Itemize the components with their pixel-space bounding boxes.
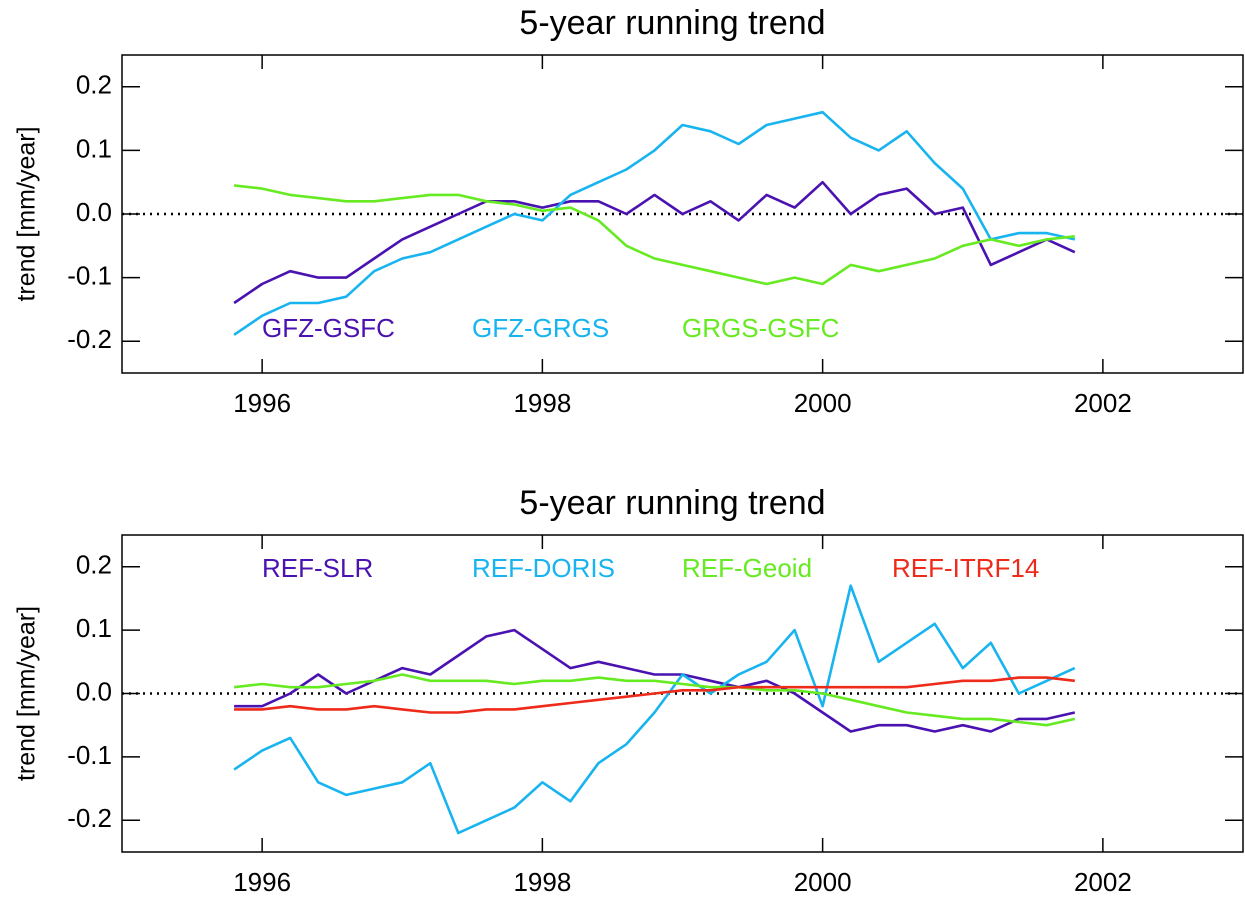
y-tick-label: 0.2 xyxy=(76,550,112,580)
y-tick-label: 0.2 xyxy=(76,70,112,100)
legend-label: REF-SLR xyxy=(262,553,373,583)
legend-label: GRGS-GSFC xyxy=(682,313,839,343)
data-line xyxy=(233,110,1076,336)
legend-label: REF-ITRF14 xyxy=(892,553,1039,583)
x-tick-label: 2002 xyxy=(1074,388,1132,418)
y-tick-label: 0.1 xyxy=(76,613,112,643)
y-tick-label: -0.1 xyxy=(67,260,112,290)
y-tick-label: -0.1 xyxy=(67,740,112,770)
data-line xyxy=(233,180,1076,305)
y-tick-label: -0.2 xyxy=(67,324,112,354)
y-axis-label: trend [mm/year] xyxy=(13,606,41,781)
data-line xyxy=(233,673,1076,727)
x-tick-label: 2000 xyxy=(794,388,852,418)
y-tick-label: 0.0 xyxy=(76,676,112,706)
legend-label: GFZ-GSFC xyxy=(262,313,395,343)
y-tick-label: -0.2 xyxy=(67,803,112,833)
x-tick-label: 1996 xyxy=(233,388,291,418)
y-axis-label: trend [mm/year] xyxy=(13,126,41,301)
chart-title: 5-year running trend xyxy=(519,484,825,522)
data-line xyxy=(233,584,1076,835)
legend-label: GFZ-GRGS xyxy=(472,313,609,343)
data-line xyxy=(233,184,1075,286)
x-tick-label: 2002 xyxy=(1074,867,1132,897)
x-tick-label: 1998 xyxy=(513,388,571,418)
y-tick-label: 0.0 xyxy=(76,197,112,227)
data-line xyxy=(234,676,1075,714)
y-tick-label: 0.1 xyxy=(76,133,112,163)
x-tick-label: 1996 xyxy=(233,867,291,897)
legend-label: REF-Geoid xyxy=(682,553,812,583)
x-tick-label: 1998 xyxy=(513,867,571,897)
x-tick-label: 2000 xyxy=(794,867,852,897)
chart-title: 5-year running trend xyxy=(519,4,825,42)
legend-label: REF-DORIS xyxy=(472,553,615,583)
